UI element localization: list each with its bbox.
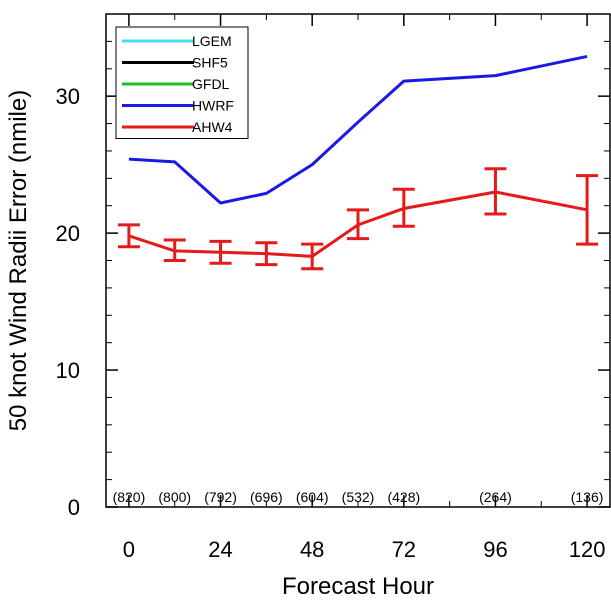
x-tick-label: 24 — [208, 537, 232, 562]
axis-ticks: 0 24 48 72 96 120 0 10 20 30 — [56, 14, 610, 562]
error-bar-ahw4 — [392, 187, 415, 228]
y-tick-label: 10 — [56, 358, 80, 383]
legend-entry-ahw4: AHW4 — [122, 119, 233, 135]
sample-count-label: (532) — [342, 489, 375, 505]
y-tick-label: 30 — [56, 84, 80, 109]
error-bar-ahw4 — [255, 241, 278, 267]
error-bar-ahw4 — [484, 167, 507, 216]
legend-entry-lgem: LGEM — [122, 33, 232, 49]
error-bar-ahw4 — [347, 208, 369, 241]
error-bar-ahw4 — [576, 174, 599, 246]
x-tick-label: 120 — [569, 537, 606, 562]
series-line-hwrf — [128, 54, 588, 205]
x-axis-title: Forecast Hour — [282, 573, 434, 600]
series-layer — [117, 54, 599, 271]
x-tick-label: 96 — [483, 537, 507, 562]
x-tick-label: 0 — [123, 537, 135, 562]
x-tick-label: 48 — [300, 537, 324, 562]
error-bar-ahw4 — [117, 223, 140, 249]
legend-label: SHF5 — [192, 55, 228, 71]
error-bar-ahw4 — [301, 242, 324, 271]
legend-label: AHW4 — [192, 119, 233, 135]
error-bar-ahw4 — [209, 239, 232, 265]
legend-entry-shf5: SHF5 — [122, 55, 228, 71]
x-tick-label: 72 — [392, 537, 416, 562]
y-tick-label: 0 — [68, 495, 80, 520]
sample-count-label: (696) — [250, 489, 283, 505]
y-axis-title: 50 knot Wind Radii Error (nmile) — [5, 90, 32, 431]
sample-count-label: (800) — [158, 489, 191, 505]
legend: LGEM SHF5 GFDL HWRF AHW4 — [115, 26, 249, 139]
error-bar-ahw4 — [163, 238, 186, 262]
legend-entry-gfdl: GFDL — [122, 76, 230, 92]
legend-label: GFDL — [192, 76, 230, 92]
y-tick-label: 20 — [56, 221, 80, 246]
legend-entry-hwrf: HWRF — [122, 98, 234, 114]
legend-label: HWRF — [192, 98, 234, 114]
legend-label: LGEM — [192, 33, 232, 49]
